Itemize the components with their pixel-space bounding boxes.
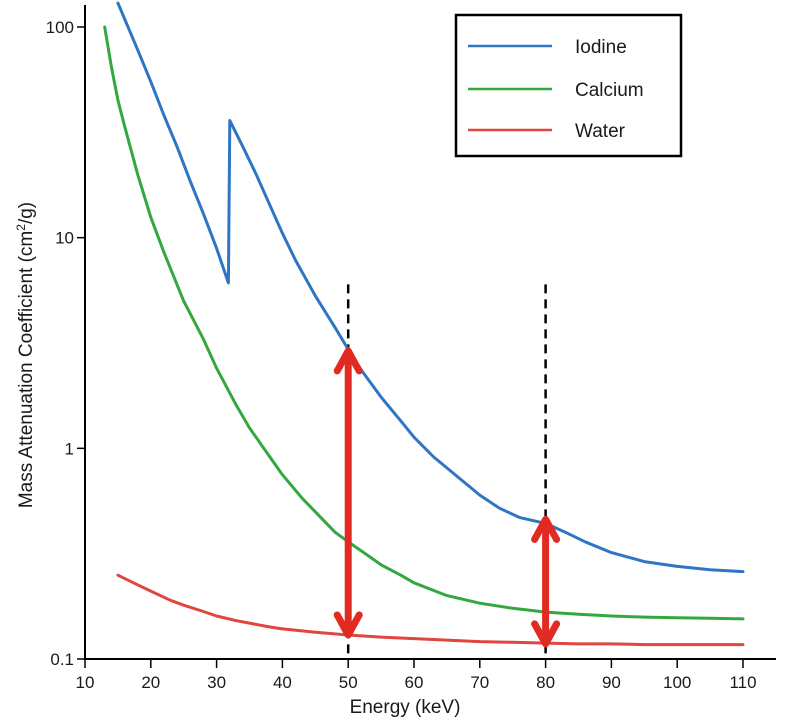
x-tick-label: 40	[273, 673, 292, 692]
series-line-calcium	[103, 25, 745, 621]
legend-label-iodine: Iodine	[575, 37, 627, 58]
x-tick-label: 10	[76, 673, 95, 692]
arrow-head-bottom	[531, 620, 561, 648]
y-tick-label: 1	[65, 439, 74, 458]
arrow-head-bottom	[333, 611, 363, 639]
legend-label-calcium: Calcium	[575, 80, 644, 101]
x-axis-label: Energy (keV)	[350, 697, 461, 718]
legend-box	[454, 13, 683, 158]
x-tick-label: 20	[141, 673, 160, 692]
x-tick-label: 110	[729, 673, 756, 692]
y-axis-label-superscript: 2	[14, 224, 28, 231]
double-arrow-50	[333, 347, 363, 639]
x-ticks: 10 20 30 40 50 60 70 80 90 100 110	[76, 659, 757, 692]
y-tick-label: 10	[55, 229, 74, 248]
arrow-head-top	[531, 515, 561, 543]
double-arrow-80	[531, 515, 561, 648]
y-tick-label: 0.1	[50, 650, 74, 669]
y-axis-label-end: /g)	[16, 202, 37, 224]
x-tick-label: 90	[602, 673, 621, 692]
series-line-water	[116, 573, 745, 647]
legend: Iodine Calcium Water	[454, 13, 683, 158]
x-tick-label: 80	[536, 673, 555, 692]
y-axis-label-main: Mass Attenuation Coefficient (cm	[16, 231, 37, 508]
x-tick-label: 70	[470, 673, 489, 692]
x-tick-label: 60	[405, 673, 424, 692]
y-tick-label: 100	[46, 18, 74, 37]
x-tick-label: 50	[339, 673, 358, 692]
x-tick-label: 30	[207, 673, 226, 692]
arrow-head-top	[333, 347, 363, 375]
annotation-layer	[346, 284, 547, 659]
axes-layer	[84, 5, 776, 660]
legend-label-water: Water	[575, 121, 626, 142]
y-ticks: 0.1 1 10 100	[46, 18, 85, 669]
x-tick-label: 100	[663, 673, 691, 692]
y-axis-label: Mass Attenuation Coefficient (cm2/g)	[14, 202, 37, 508]
